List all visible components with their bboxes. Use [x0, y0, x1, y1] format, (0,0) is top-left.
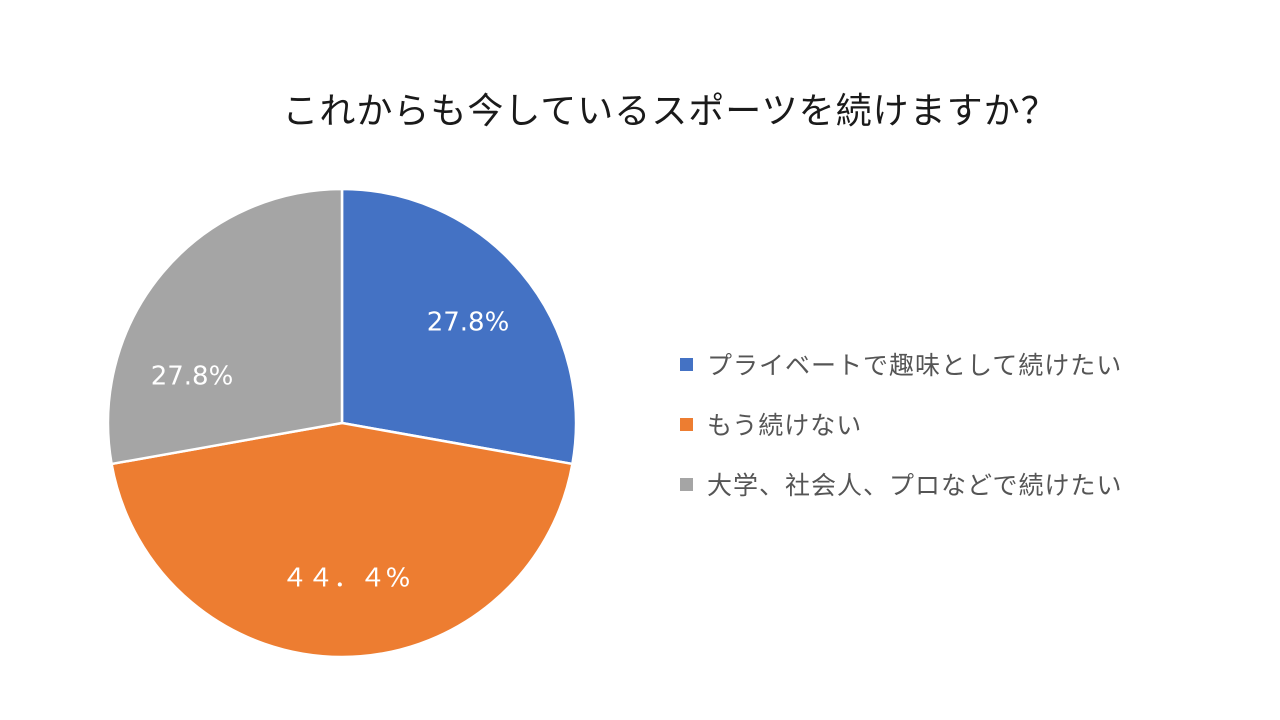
- pie-slices: [106, 187, 578, 659]
- chart-title: これからも今しているスポーツを続けますか？: [282, 91, 1058, 132]
- legend-swatch: [680, 417, 693, 431]
- legend-swatch: [680, 357, 693, 371]
- pie-slice-stop: [110, 421, 574, 659]
- legend-item-private-hobby: プライベートで趣味として続けたい: [680, 344, 1123, 384]
- pie-slice-private-hobby: [340, 187, 578, 466]
- pie-labels: 27.8% ４４．４% 27.8%: [151, 308, 510, 594]
- legend-label: 大学、社会人、プロなどで続けたい: [707, 471, 1123, 500]
- legend-label: もう続けない: [707, 411, 863, 440]
- legend-swatch: [680, 477, 693, 491]
- pie-data-label: ４４．４%: [282, 564, 411, 594]
- legend-label: プライベートで趣味として続けたい: [707, 351, 1123, 380]
- legend-item-stop: もう続けない: [680, 404, 1123, 444]
- legend: プライベートで趣味として続けたい もう続けない 大学、社会人、プロなどで続けたい: [680, 344, 1123, 524]
- pie-data-label: 27.8%: [151, 362, 234, 392]
- pie-slice-continue-pro: [106, 187, 344, 466]
- legend-item-continue-pro: 大学、社会人、プロなどで続けたい: [680, 464, 1123, 504]
- pie-data-label: 27.8%: [427, 308, 510, 338]
